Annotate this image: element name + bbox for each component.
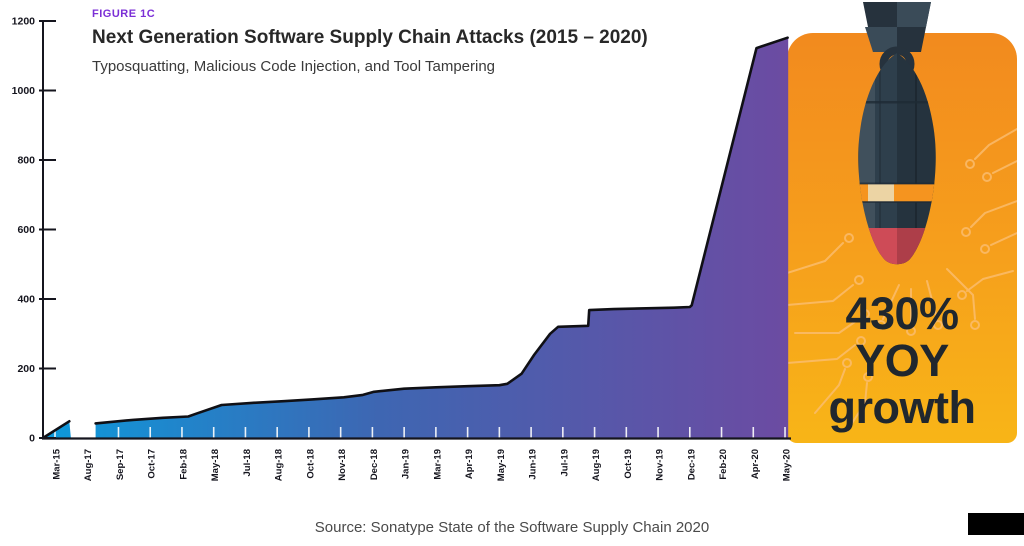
x-axis-label: Apr-19	[464, 449, 475, 479]
x-axis-label: Jul-19	[559, 449, 570, 476]
area-top-line	[41, 420, 71, 440]
area-series	[95, 37, 789, 438]
x-axis-label: Jun-19	[528, 449, 539, 480]
x-axis-label: Apr-20	[750, 449, 761, 479]
y-axis-label: 200	[17, 363, 35, 375]
x-axis-label: Jul-18	[242, 449, 253, 476]
growth-word-text: growth	[828, 381, 976, 433]
yoy-growth-annotation: 430% YOY growth	[787, 288, 1017, 433]
growth-percent-text: 430%	[845, 288, 959, 339]
x-axis-label: Jan-19	[401, 449, 412, 479]
x-axis-label: Feb-20	[718, 449, 729, 480]
y-axis-label: 1000	[12, 85, 36, 97]
x-axis-label: May-19	[496, 449, 507, 481]
area-top-line	[94, 36, 789, 425]
source-caption: Source: Sonatype State of the Software S…	[314, 519, 710, 536]
x-axis-label: Feb-18	[178, 449, 189, 480]
y-axis-label: 1200	[12, 16, 36, 28]
x-axis-label: Mar-19	[432, 449, 443, 480]
x-axis-label: Oct-19	[623, 449, 634, 479]
chart-title: Next Generation Software Supply Chain At…	[92, 27, 648, 48]
x-axis-label: Aug-17	[83, 449, 94, 481]
chart-subtitle: Typosquatting, Malicious Code Injection,…	[92, 58, 496, 75]
y-axis-label: 800	[17, 155, 35, 167]
y-axis-label: 600	[17, 224, 35, 236]
x-axis-label: Oct-18	[305, 449, 316, 479]
x-axis-label: Oct-17	[147, 449, 158, 479]
x-axis-label: Sep-17	[115, 449, 126, 480]
y-axis-label: 0	[29, 433, 35, 445]
yoy-growth-panel: 430% YOY growth	[787, 33, 1017, 443]
circuit-pattern-icon	[787, 128, 1017, 432]
area-series	[42, 421, 71, 438]
x-axis-label: May-20	[782, 449, 793, 481]
chart-header: FIGURE 1C Next Generation Software Suppl…	[92, 8, 648, 75]
y-axis-label: 400	[17, 294, 35, 306]
growth-yoy-text: YOY	[855, 334, 949, 386]
x-axis-label: May-18	[210, 449, 221, 481]
x-axis-label: Aug-18	[274, 449, 285, 481]
figure-label: FIGURE 1C	[92, 8, 156, 20]
x-axis-label: Mar-15	[52, 448, 63, 479]
x-axis-label: Dec-19	[686, 449, 697, 480]
x-axis-label: Dec-18	[369, 449, 380, 480]
x-axis-label: Nov-18	[337, 449, 348, 481]
x-axis-label: Aug-19	[591, 449, 602, 481]
black-bar	[968, 513, 1024, 535]
x-axis-label: Nov-19	[655, 449, 666, 481]
